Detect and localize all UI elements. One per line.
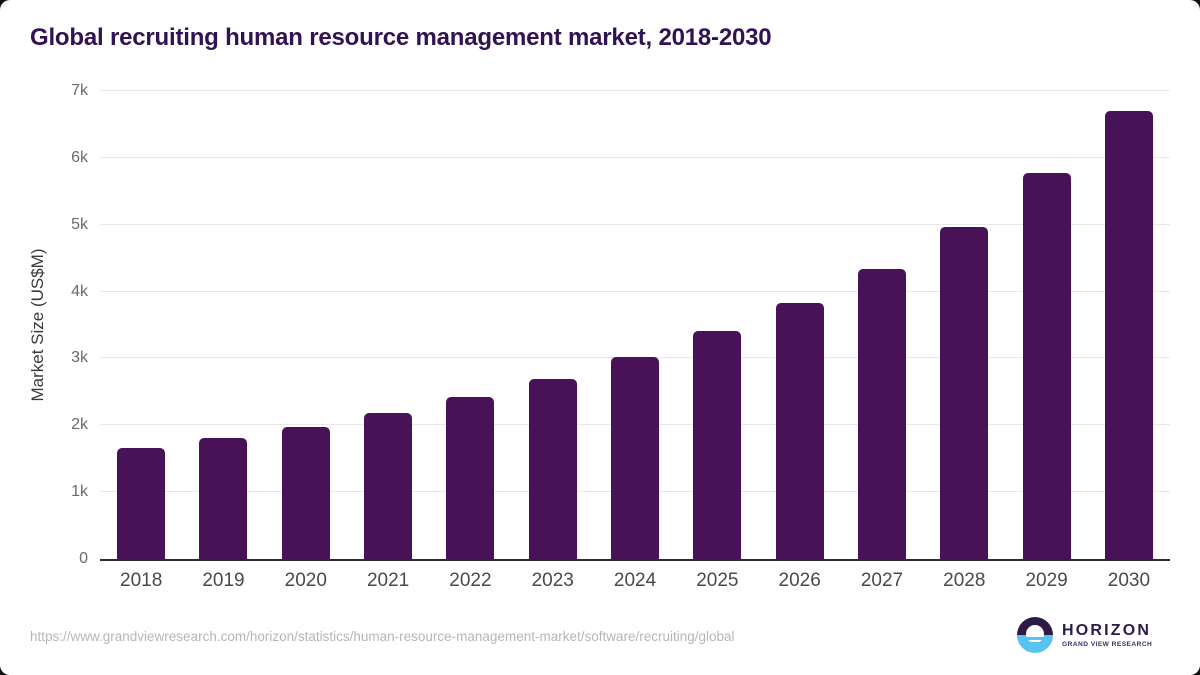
bar-slot xyxy=(1005,91,1087,559)
x-tick-label: 2022 xyxy=(449,570,492,591)
x-tick-label: 2025 xyxy=(696,570,739,591)
sun-icon xyxy=(1026,625,1044,643)
bar-slot xyxy=(923,91,1005,559)
bar-series xyxy=(100,91,1170,559)
bar-slot xyxy=(100,91,182,559)
horizon-logo-icon xyxy=(1017,617,1053,653)
logo-brand-name: HORIZON xyxy=(1062,622,1152,639)
water-stripe-icon xyxy=(1017,637,1053,640)
bar-slot xyxy=(265,91,347,559)
water-stripe-icon xyxy=(1017,642,1053,645)
bar-2030 xyxy=(1104,111,1153,559)
bar-2024 xyxy=(611,356,660,559)
y-tick-label: 5k xyxy=(71,215,88,233)
plot-area xyxy=(100,90,1170,561)
bar-slot xyxy=(512,91,594,559)
x-tick-label: 2018 xyxy=(120,570,163,591)
x-tick-label: 2019 xyxy=(202,570,245,591)
bar-slot xyxy=(182,91,264,559)
y-tick-label: 1k xyxy=(71,483,88,501)
y-axis-tick-labels: 0 1k 2k 3k 4k 5k 6k 7k xyxy=(0,83,88,567)
gridline xyxy=(100,223,1170,225)
bar-slot xyxy=(347,91,429,559)
bar-2026 xyxy=(775,302,824,559)
y-tick-label: 4k xyxy=(71,282,88,300)
bar-2019 xyxy=(199,437,248,559)
x-tick-label: 2026 xyxy=(778,570,821,591)
x-tick-label: 2027 xyxy=(860,570,904,591)
bar-2029 xyxy=(1022,172,1071,559)
y-tick-label: 0 xyxy=(79,550,88,567)
bar-2022 xyxy=(446,396,495,559)
gridline xyxy=(100,156,1170,158)
bar-2021 xyxy=(364,412,413,559)
y-tick-label: 6k xyxy=(71,148,88,166)
x-tick-label: 2029 xyxy=(1025,570,1068,591)
chart-title: Global recruiting human resource managem… xyxy=(30,24,772,51)
bar-2027 xyxy=(857,268,906,559)
bar-slot xyxy=(429,91,511,559)
bar-2025 xyxy=(693,330,742,559)
bar-slot xyxy=(676,91,758,559)
logo-subtitle: GRAND VIEW RESEARCH xyxy=(1062,641,1153,648)
bar-2028 xyxy=(940,227,989,559)
bar-slot xyxy=(1088,91,1170,559)
source-url: https://www.grandviewresearch.com/horizo… xyxy=(30,629,735,644)
x-tick-label: 2021 xyxy=(366,570,410,591)
x-tick-label: 2020 xyxy=(284,570,327,591)
x-tick-label: 2028 xyxy=(943,570,986,591)
bar-2020 xyxy=(281,426,330,559)
x-tick-label: 2030 xyxy=(1107,570,1151,591)
x-axis-tick-labels: 2018 2019 2020 2021 2022 2023 2024 2025 2026 2027… xyxy=(100,570,1170,592)
gridline xyxy=(100,90,1170,91)
bar-slot xyxy=(841,91,923,559)
y-tick-label: 7k xyxy=(71,82,88,99)
x-tick-label: 2024 xyxy=(613,570,657,591)
y-tick-label: 2k xyxy=(71,416,88,434)
bar-2018 xyxy=(117,448,166,559)
bar-slot xyxy=(594,91,676,559)
bar-2023 xyxy=(528,378,577,559)
x-tick-label: 2023 xyxy=(531,570,574,591)
horizon-logo: HORIZON GRAND VIEW RESEARCH xyxy=(1017,617,1152,653)
gridline xyxy=(100,290,1170,292)
logo-text: HORIZON GRAND VIEW RESEARCH xyxy=(1062,622,1152,648)
bar-slot xyxy=(759,91,841,559)
y-tick-label: 3k xyxy=(71,349,88,367)
